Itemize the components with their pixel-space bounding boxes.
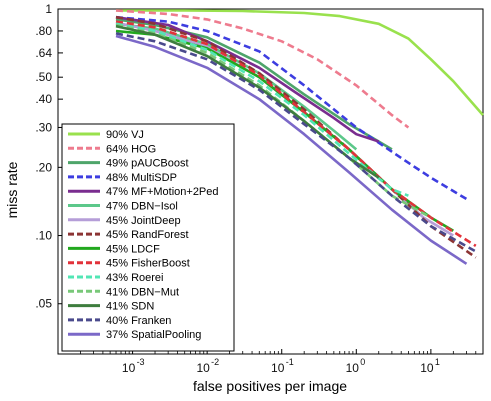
legend-label: 45% RandForest [106,229,189,241]
x-tick-label: 10 [271,361,285,375]
x-tick-label: 10 [122,361,136,375]
y-axis-label: miss rate [4,161,20,218]
series-line [115,9,410,129]
y-tick-label: .64 [35,46,52,60]
legend-label: 45% JointDeep [106,215,181,227]
series-line [115,34,468,265]
legend-label: 43% Roerei [106,272,163,284]
y-axis-ticks: 1 .80 .64 .50 .40 .30 .20 .10 .05 [35,2,63,311]
x-axis-ticks: 10 -3 10 -2 10 -1 10 0 10 1 [80,349,477,375]
series-line [115,22,409,197]
legend-label: 37% SpatialPooling [106,329,201,341]
y-tick-label: .80 [35,24,52,38]
legend-label: 40% Franken [106,315,171,327]
legend: 90% VJ 64% HOG 49% pAUCBoost 48% MultiSDP 47… [61,123,235,352]
x-axis-label: false positives per image [193,378,347,394]
x-tick-label: 10 [196,361,210,375]
x-tick-exponent: -3 [137,357,145,367]
x-tick-label: 10 [346,361,360,375]
y-tick-label: 1 [45,2,52,16]
legend-label: 41% DBN−Mut [106,286,179,298]
series-line [115,32,477,253]
series-line [115,20,477,247]
x-tick-label: 10 [420,361,434,375]
legend-label: 48% MultiSDP [106,172,177,184]
x-tick-exponent: -1 [286,357,294,367]
legend-label: 90% VJ [106,129,144,141]
y-tick-label: .30 [35,120,52,134]
legend-items: 90% VJ 64% HOG 49% pAUCBoost 48% MultiSDP 47… [68,129,219,341]
y-tick-label: .10 [35,229,52,243]
series-line [115,23,432,219]
legend-label: 47% DBN−Isol [106,201,178,213]
series-line [115,15,477,259]
legend-label: 45% LDCF [106,243,160,255]
legend-label: 49% pAUCBoost [106,158,189,170]
legend-label: 47% MF+Motion+2Ped [106,186,219,198]
y-tick-label: .40 [35,92,52,106]
series-line [116,9,484,116]
y-tick-label: .20 [35,160,52,174]
legend-label: 41% SDN [106,301,154,313]
series-line [115,15,380,143]
series-line [115,15,468,201]
y-tick-label: .05 [35,297,52,311]
legend-label: 45% FisherBoost [106,258,190,270]
x-tick-exponent: 0 [360,357,365,367]
x-tick-exponent: 1 [435,357,440,367]
y-tick-label: .50 [35,70,52,84]
x-tick-exponent: -2 [211,357,219,367]
legend-label: 64% HOG [106,143,156,155]
series-layer [115,9,484,265]
